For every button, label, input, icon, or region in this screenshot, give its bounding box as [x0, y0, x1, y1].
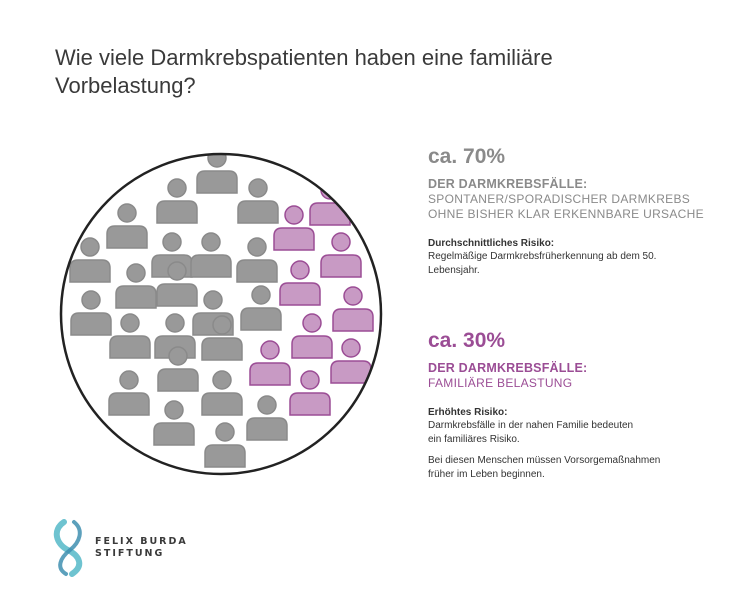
risk-label-sporadic: Durchschnittliches Risiko:: [428, 238, 555, 249]
desc-sporadic-line1: SPONTANER/SPORADISCHER DARMKREBS: [428, 192, 691, 206]
person-icon-grey: [236, 237, 278, 283]
person-icon-grey: [196, 154, 238, 194]
percent-sporadic: ca. 70%: [428, 145, 506, 168]
risk-label-familial: Erhöhtes Risiko:: [428, 407, 508, 418]
person-icon-grey: [204, 422, 246, 468]
person-icon-purple: [289, 370, 331, 416]
desc-sporadic-line2: OHNE BISHER KLAR ERKENNBARE URSACHE: [428, 207, 704, 221]
risk-text-familial-line2: ein familiäres Risiko.: [428, 434, 520, 445]
person-icon-grey: [190, 232, 232, 278]
person-icon-grey: [246, 395, 288, 441]
logo-text: FELIX BURDA STIFTUNG: [95, 536, 188, 560]
person-icon-purple: [309, 180, 351, 226]
stat-familial: ca. 30% DER DARMKREBSFÄLLE: FAMILIÄRE BE…: [428, 329, 660, 482]
percent-familial: ca. 30%: [428, 329, 506, 352]
person-icon-purple: [291, 313, 333, 359]
person-icon-grey: [108, 370, 150, 416]
risk-text-sporadic-line1: Regelmäßige Darmkrebsfrüherkennung ab de…: [428, 251, 657, 262]
risk-text-familial-line1: Darmkrebsfälle in der nahen Familie bede…: [428, 420, 634, 431]
person-icon-grey: [237, 178, 279, 224]
person-icon-grey: [201, 370, 243, 416]
person-icon-grey: [109, 313, 151, 359]
heading-familial: DER DARMKREBSFÄLLE:: [428, 361, 588, 375]
extra-text-familial-line1: Bei diesen Menschen müssen Vorsorgemaßna…: [428, 455, 661, 466]
person-icon-grey: [156, 178, 198, 224]
ribbon-icon: [53, 519, 83, 577]
person-icon-purple: [249, 340, 291, 386]
extra-text-familial-line2: früher im Leben beginnen.: [428, 469, 545, 480]
person-icon-grey: [70, 290, 112, 336]
person-icon-purple: [320, 232, 362, 278]
person-icon-grey: [156, 261, 198, 307]
person-icon-grey: [157, 346, 199, 392]
logo-line2: STIFTUNG: [95, 548, 165, 559]
person-icon-grey: [240, 285, 282, 331]
person-icon-purple: [330, 338, 372, 384]
person-icon-grey: [153, 400, 195, 446]
person-icon-purple: [279, 260, 321, 306]
logo-line1: FELIX BURDA: [95, 536, 188, 547]
heading-sporadic: DER DARMKREBSFÄLLE:: [428, 177, 588, 191]
person-icon-grey: [115, 263, 157, 309]
desc-familial-line1: FAMILIÄRE BELASTUNG: [428, 376, 573, 390]
stat-sporadic: ca. 70% DER DARMKREBSFÄLLE: SPONTANER/SP…: [428, 145, 704, 278]
person-icon-grey: [201, 315, 243, 361]
person-icon-grey: [106, 203, 148, 249]
person-icon-purple: [332, 286, 374, 332]
circle-outline: [59, 152, 383, 476]
risk-text-sporadic-line2: Lebensjahr.: [428, 265, 480, 276]
person-icon-purple: [273, 205, 315, 251]
page-title: Wie viele Darmkrebspatienten haben eine …: [55, 45, 553, 98]
person-icon-grey: [69, 237, 111, 283]
